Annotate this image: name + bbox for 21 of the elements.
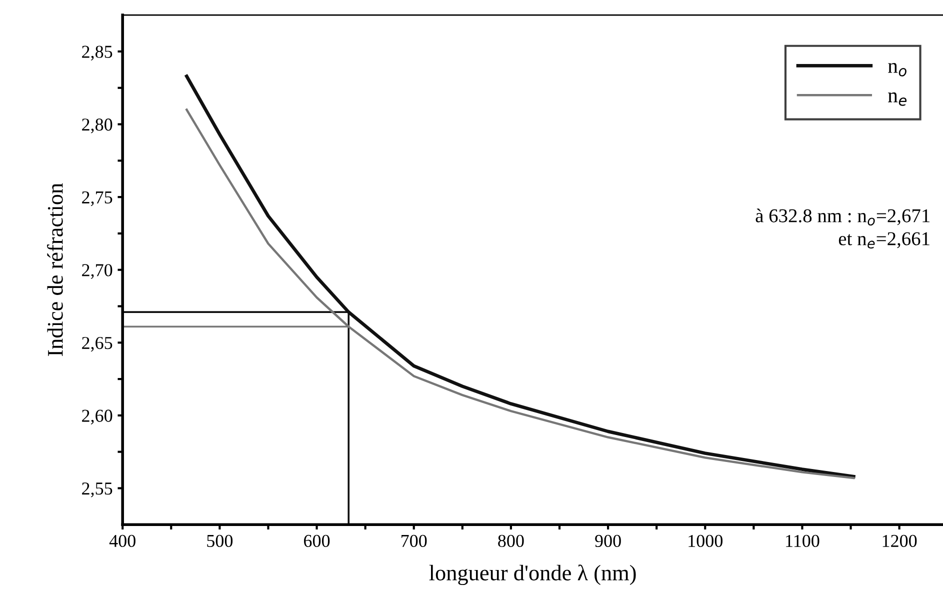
x-tick-label: 600 xyxy=(304,534,330,548)
y-tick-label: 2,85 xyxy=(82,46,112,61)
x-tick-label: 1000 xyxy=(688,534,722,548)
y-tick-label: 2,75 xyxy=(82,191,112,206)
y-tick-label: 2,65 xyxy=(82,336,112,352)
legend-label: n$_{e}$ xyxy=(888,92,907,106)
x-tick-label: 500 xyxy=(207,534,233,548)
y-tick-label: 2,70 xyxy=(82,264,112,279)
x-tick-label: 1200 xyxy=(882,534,917,548)
y-tick-label: 2,55 xyxy=(82,482,112,498)
legend-label: n$_{o}$ xyxy=(888,62,906,76)
x-tick-label: 1100 xyxy=(786,534,820,548)
y-tick-label: 2,80 xyxy=(82,118,112,134)
annotation: à 632.8 nm : n$_{o}$=2,671 et n$_{e}$=2,661 xyxy=(756,208,930,249)
x-tick-label: 700 xyxy=(402,534,427,548)
x-tick-label: 900 xyxy=(595,534,621,548)
x-tick-label: 800 xyxy=(498,534,524,548)
x-tick-label: 400 xyxy=(109,534,136,548)
y-axis-title: Indice de réfraction xyxy=(47,183,63,356)
y-tick-label: 2,60 xyxy=(82,410,112,424)
x-axis-title: longueur d'onde λ (nm) xyxy=(429,564,636,586)
